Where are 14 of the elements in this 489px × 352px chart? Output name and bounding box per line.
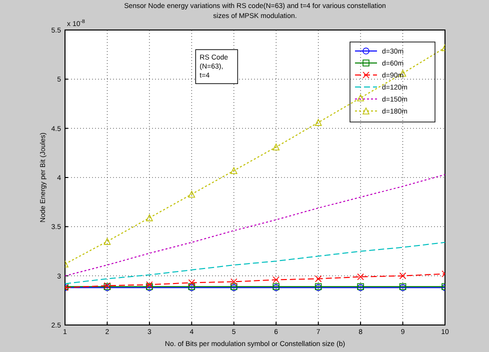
point: [272, 144, 280, 150]
point: [272, 276, 280, 284]
point: [399, 272, 406, 280]
point: [230, 278, 238, 286]
line-series: [65, 174, 445, 276]
point: [357, 94, 364, 102]
point: [314, 275, 322, 282]
point: [104, 238, 111, 245]
point: [188, 190, 196, 198]
point: [314, 119, 322, 126]
point: [357, 273, 364, 280]
point: [230, 167, 238, 174]
point: [146, 214, 153, 222]
point: [188, 279, 196, 286]
